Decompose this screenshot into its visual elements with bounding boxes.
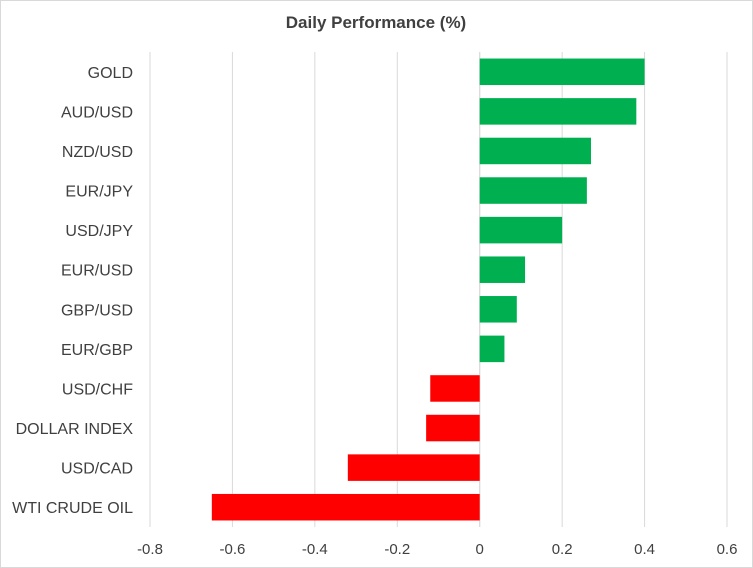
x-tick-label: -0.4	[302, 541, 328, 558]
bar	[211, 493, 480, 521]
gridlines	[149, 52, 728, 527]
x-tick-labels: -0.8 -0.6 -0.4 -0.2 0 0.2 0.4 0.6	[137, 541, 737, 558]
bar	[479, 98, 637, 125]
bar	[430, 375, 480, 402]
bar	[479, 177, 587, 204]
chart-title: Daily Performance (%)	[286, 13, 466, 32]
x-tick-label: -0.8	[137, 541, 163, 558]
category-labels: GOLD AUD/USD NZD/USD EUR/JPY USD/JPY EUR/USD G…	[12, 65, 133, 517]
bar	[479, 335, 505, 363]
bar	[479, 216, 563, 244]
bar	[426, 414, 480, 442]
x-tick-label: 0.4	[634, 541, 655, 558]
category-label: AUD/USD	[61, 104, 133, 121]
category-label: USD/CHF	[62, 381, 133, 398]
bar	[479, 256, 526, 283]
category-label: WTI CRUDE OIL	[12, 500, 133, 517]
bar	[479, 58, 645, 86]
category-label: USD/JPY	[65, 223, 133, 240]
category-label: EUR/JPY	[65, 184, 133, 201]
x-tick-label: -0.6	[219, 541, 245, 558]
category-label: GOLD	[88, 65, 133, 82]
bar	[347, 454, 480, 481]
bar	[479, 137, 591, 165]
x-tick-label: 0.2	[552, 541, 573, 558]
bars	[211, 58, 645, 521]
category-label: EUR/USD	[61, 263, 133, 280]
category-label: NZD/USD	[62, 144, 133, 161]
x-tick-label: 0.6	[717, 541, 738, 558]
x-tick-label: -0.2	[384, 541, 410, 558]
category-label: GBP/USD	[61, 302, 133, 319]
bar	[479, 296, 517, 323]
x-tick-label: 0	[476, 541, 484, 558]
category-label: EUR/GBP	[61, 342, 133, 359]
category-label: USD/CAD	[61, 461, 133, 478]
category-label: DOLLAR INDEX	[16, 421, 134, 438]
